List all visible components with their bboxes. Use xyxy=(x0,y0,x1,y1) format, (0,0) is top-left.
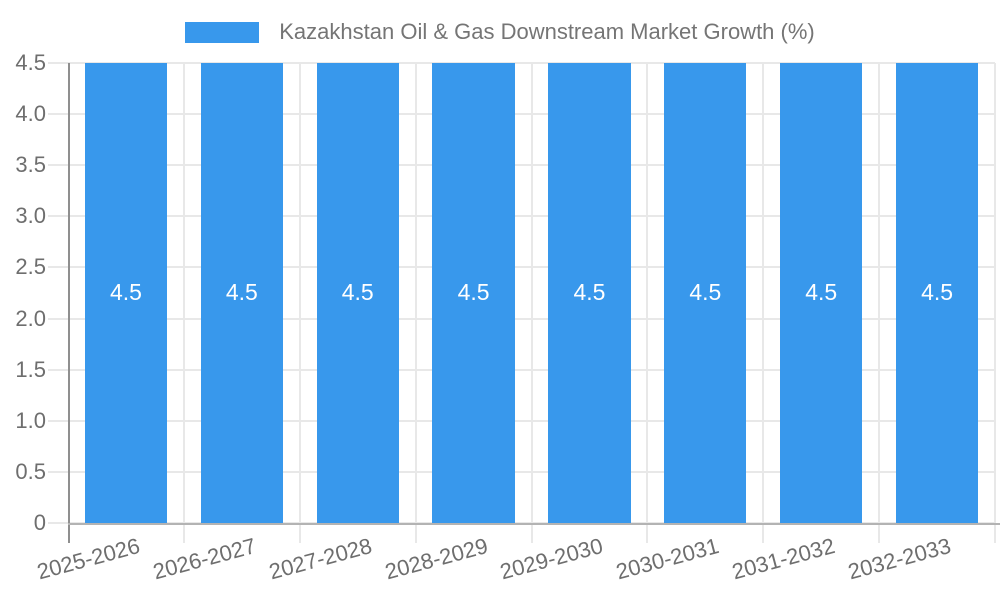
h-gridline xyxy=(48,113,995,116)
bar: 4.5 xyxy=(316,63,399,523)
y-tick-label: 1.0 xyxy=(15,407,46,433)
y-tick-label: 4.5 xyxy=(15,50,46,75)
h-gridline xyxy=(48,266,995,269)
y-tick-label: 1.5 xyxy=(15,356,46,382)
legend-swatch-icon xyxy=(185,21,260,43)
x-axis-line xyxy=(68,523,1000,525)
h-gridline xyxy=(48,368,995,371)
v-gridline xyxy=(646,63,649,543)
y-tick-label: 3.5 xyxy=(15,152,46,178)
plot-area: 4.5 4.5 4.5 4.5 4.5 4.5 4.5 4.5 xyxy=(48,62,1000,543)
h-gridline xyxy=(48,215,995,218)
bar: 4.5 xyxy=(780,63,863,523)
v-gridline xyxy=(298,63,301,543)
v-gridline xyxy=(878,63,881,543)
bar-value-label: 4.5 xyxy=(573,278,606,305)
bar: 4.5 xyxy=(200,63,283,523)
v-gridline xyxy=(182,63,185,543)
h-gridline xyxy=(48,470,995,473)
y-tick-label: 2.5 xyxy=(15,254,46,280)
h-gridline xyxy=(48,62,995,64)
bar: 4.5 xyxy=(84,63,168,523)
v-gridline xyxy=(994,63,996,543)
bar: 4.5 xyxy=(664,63,747,523)
bar-value-label: 4.5 xyxy=(457,278,490,305)
y-tick-label: 4.0 xyxy=(15,101,46,127)
bar-value-label: 4.5 xyxy=(689,278,722,305)
bar: 4.5 xyxy=(432,63,515,523)
h-gridline xyxy=(48,164,995,167)
y-tick-label: 0 xyxy=(33,510,46,535)
bar-value-label: 4.5 xyxy=(109,278,142,305)
h-gridline xyxy=(48,419,995,422)
v-gridline xyxy=(530,63,533,543)
bar-value-label: 4.5 xyxy=(225,278,258,305)
legend-label: Kazakhstan Oil & Gas Downstream Market G… xyxy=(279,19,815,44)
bar-value-label: 4.5 xyxy=(805,278,838,305)
h-gridline xyxy=(48,317,995,320)
y-tick-label: 3.0 xyxy=(15,203,46,229)
y-tick-label: 0.5 xyxy=(15,458,46,484)
bar-value-label: 4.5 xyxy=(341,278,374,305)
v-gridline xyxy=(762,63,765,543)
v-gridline xyxy=(414,63,417,543)
bar: 4.5 xyxy=(548,63,631,523)
bar-value-label: 4.5 xyxy=(921,278,954,305)
chart-legend[interactable]: Kazakhstan Oil & Gas Downstream Market G… xyxy=(0,20,1000,44)
y-tick-label: 2.0 xyxy=(15,305,46,331)
y-axis-line xyxy=(68,63,70,543)
bar: 4.5 xyxy=(895,63,979,523)
